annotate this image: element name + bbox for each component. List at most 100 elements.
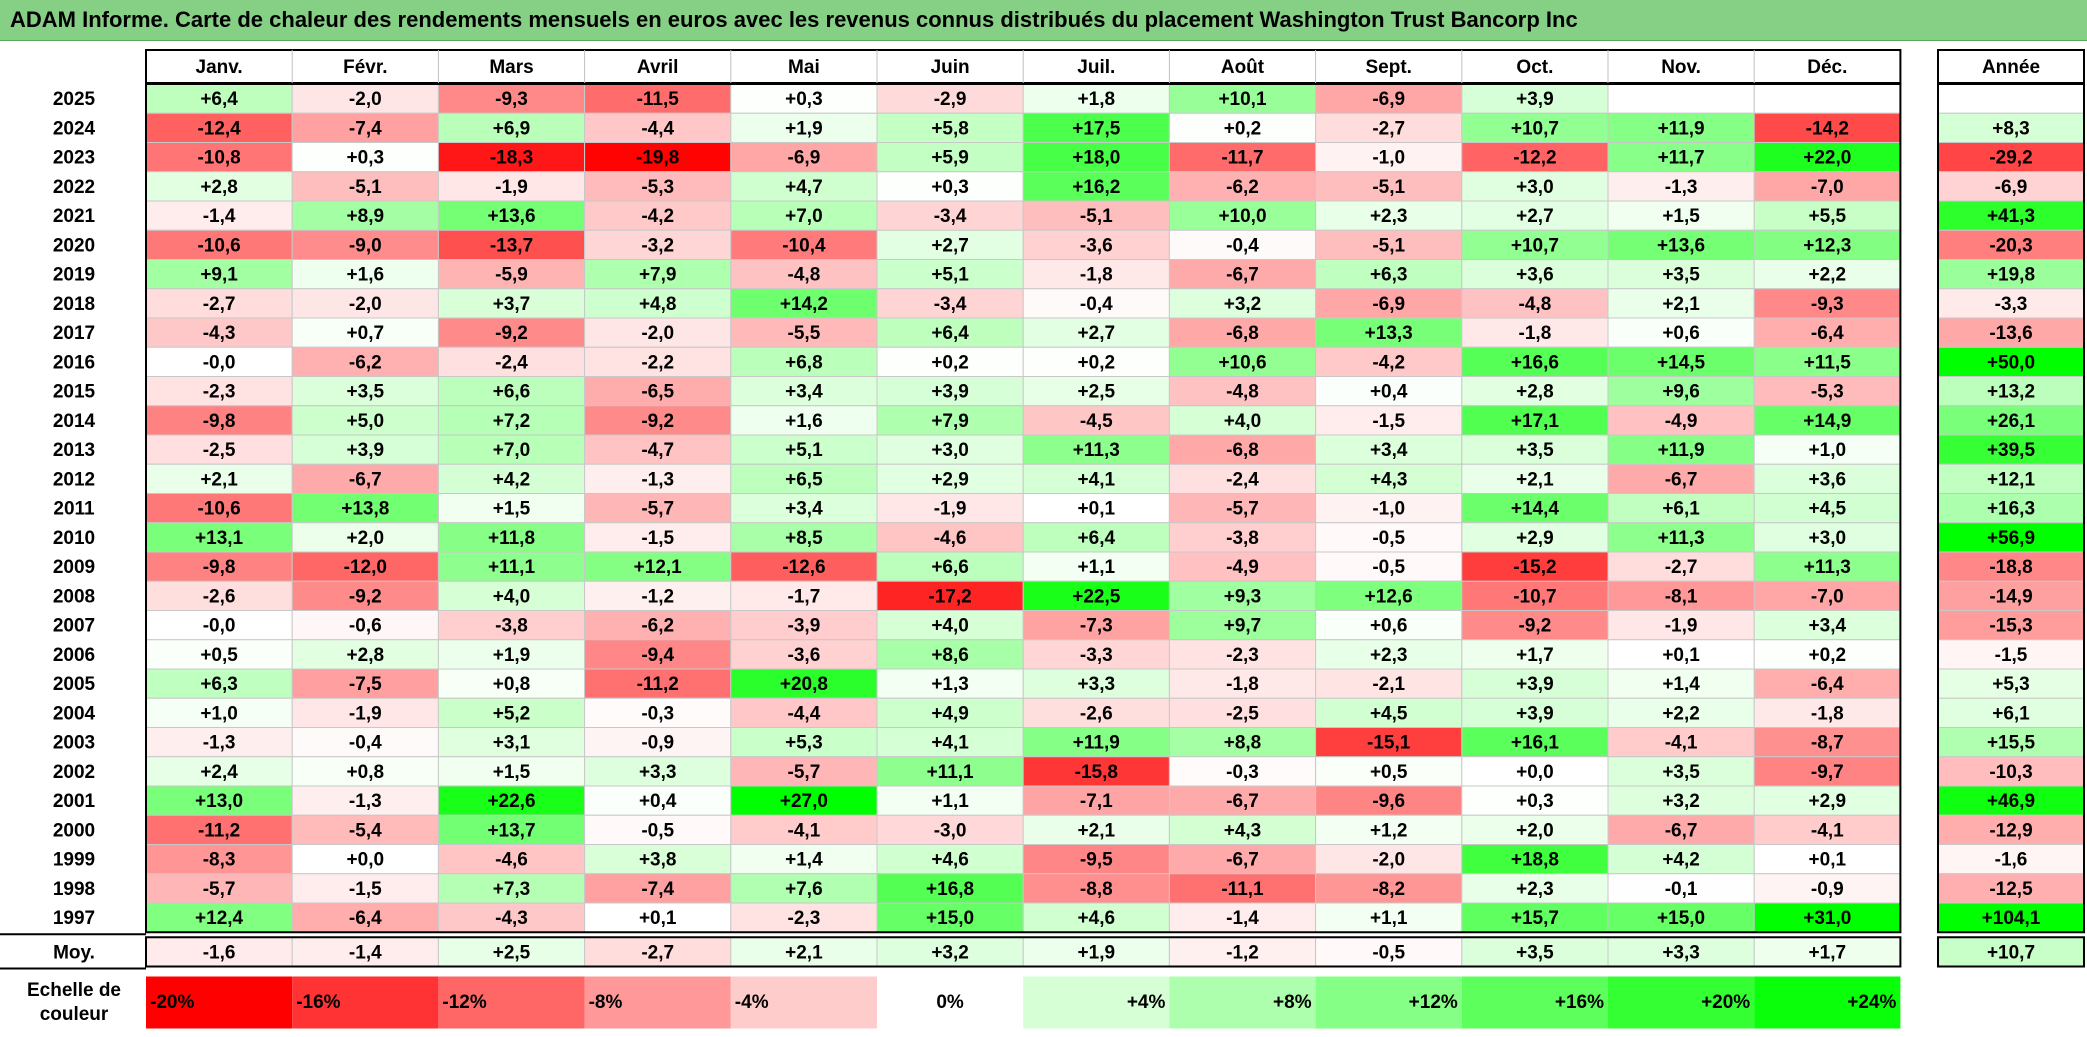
heatmap-cell (1168, 580, 1317, 611)
cell-value: +7,3 (493, 879, 531, 900)
cell-value: -6,9 (1372, 89, 1405, 110)
cell-value: +6,1 (1662, 499, 1700, 520)
cell-value: +13,0 (195, 791, 243, 812)
cell-value: +0,0 (347, 850, 385, 871)
annual-value: -1,5 (1995, 645, 2028, 666)
heatmap-cell (1753, 814, 1901, 845)
year-label: 2025 (53, 89, 96, 110)
year-label: 2015 (53, 382, 96, 403)
cell-value: -2,7 (203, 294, 236, 315)
annual-value: +6,1 (1992, 703, 2030, 724)
cell-value: +20,8 (780, 674, 828, 695)
heatmap-cell (291, 405, 439, 436)
cell-value: +4,8 (639, 294, 677, 315)
heatmap-cell (291, 259, 439, 290)
cell-value: -7,0 (1811, 177, 1844, 198)
heatmap-cell (584, 405, 732, 436)
heatmap-cell (730, 317, 878, 348)
cell-value: +12,1 (634, 557, 683, 578)
heatmap-cell (1461, 288, 1609, 319)
cell-value: -12,6 (782, 557, 825, 578)
cell-value: -6,7 (1226, 791, 1259, 812)
cell-value: +2,8 (1516, 382, 1554, 403)
cell-value: +0,0 (1516, 762, 1554, 783)
column-header: Janv. (196, 57, 243, 78)
cell-value: -1,0 (1372, 499, 1405, 520)
cell-value: -6,9 (788, 148, 821, 169)
heatmap-cell (1168, 171, 1317, 202)
cell-value: -9,0 (349, 235, 382, 256)
cell-value: +3,5 (347, 382, 385, 403)
cell-value: +1,6 (347, 265, 385, 286)
cell-value: -12,0 (344, 557, 387, 578)
heatmap-cell (876, 551, 1024, 582)
cell-value: -12,2 (1513, 148, 1556, 169)
heatmap-cell (291, 288, 439, 319)
cell-value: +16,1 (1511, 733, 1560, 754)
heatmap-cell (1607, 229, 1755, 260)
cell-value: +0,6 (1662, 323, 1700, 344)
cell-value: +15,0 (926, 908, 974, 929)
cell-value: +10,1 (1218, 89, 1267, 110)
cell-value: -2,5 (1226, 703, 1259, 724)
scale-stop-label: -4% (735, 992, 769, 1013)
heatmap-cell (876, 873, 1024, 904)
heatmap-cell (1607, 317, 1755, 348)
cell-value: -10,7 (1513, 586, 1556, 607)
cell-value: -1,8 (1226, 674, 1259, 695)
heatmap-cell (730, 814, 878, 845)
cell-value: +15,0 (1657, 908, 1705, 929)
cell-value: -2,4 (495, 352, 528, 373)
annual-cell (1937, 902, 2085, 933)
annual-cell (1937, 376, 2085, 407)
cell-value: -4,4 (788, 703, 821, 724)
cell-value: -2,1 (1372, 674, 1405, 695)
heatmap-cell (1461, 229, 1609, 260)
cell-value: -8,3 (203, 850, 236, 871)
heatmap-cell (1753, 171, 1901, 202)
annual-cell (1937, 522, 2085, 553)
year-label: 2007 (53, 616, 95, 637)
cell-value: -8,2 (1372, 879, 1405, 900)
scale-swatch (146, 976, 293, 1029)
cell-value: -2,3 (203, 382, 236, 403)
cell-value: +11,5 (1804, 352, 1851, 373)
heatmap-cell (1461, 142, 1609, 173)
cell-value: -5,5 (788, 323, 821, 344)
cell-value: -4,9 (1226, 557, 1259, 578)
cell-value: +0,8 (347, 762, 385, 783)
heatmap-cell (730, 376, 878, 407)
annual-value: +12,1 (1987, 469, 2036, 490)
heatmap-cell (876, 171, 1024, 202)
cell-value: -4,8 (1519, 294, 1552, 315)
cell-value: +9,1 (200, 265, 238, 286)
year-label: 2014 (53, 411, 96, 432)
heatmap-cell (145, 405, 293, 436)
heatmap-cell (1607, 493, 1755, 524)
cell-value: -3,6 (1080, 235, 1113, 256)
cell-value: +2,0 (347, 528, 385, 549)
heatmap-cell (1461, 756, 1609, 787)
cell-value: -9,5 (1080, 850, 1113, 871)
cell-value: +14,2 (780, 294, 828, 315)
column-header: Déc. (1807, 57, 1847, 78)
cell-value: -5,7 (641, 499, 674, 520)
cell-value: -9,8 (203, 411, 236, 432)
cell-value: +12,4 (195, 908, 244, 929)
cell-value: -5,3 (1811, 382, 1844, 403)
cell-value: -1,4 (1226, 908, 1259, 929)
cell-value: +2,1 (1662, 294, 1700, 315)
heatmap-cell (1168, 785, 1317, 816)
cell-value: +27,0 (780, 791, 828, 812)
heatmap-cell (145, 902, 293, 933)
heatmap-cell (291, 142, 439, 173)
year-label: 2024 (53, 118, 96, 139)
heatmap-cell (1168, 551, 1317, 582)
cell-value: -5,3 (641, 177, 674, 198)
column-header: Févr. (343, 57, 387, 78)
cell-value: +6,5 (785, 469, 823, 490)
heatmap-cell (1461, 551, 1609, 582)
cell-value: -9,2 (495, 323, 528, 344)
cell-value: -5,1 (1372, 177, 1405, 198)
cell-value: +10,0 (1218, 206, 1266, 227)
